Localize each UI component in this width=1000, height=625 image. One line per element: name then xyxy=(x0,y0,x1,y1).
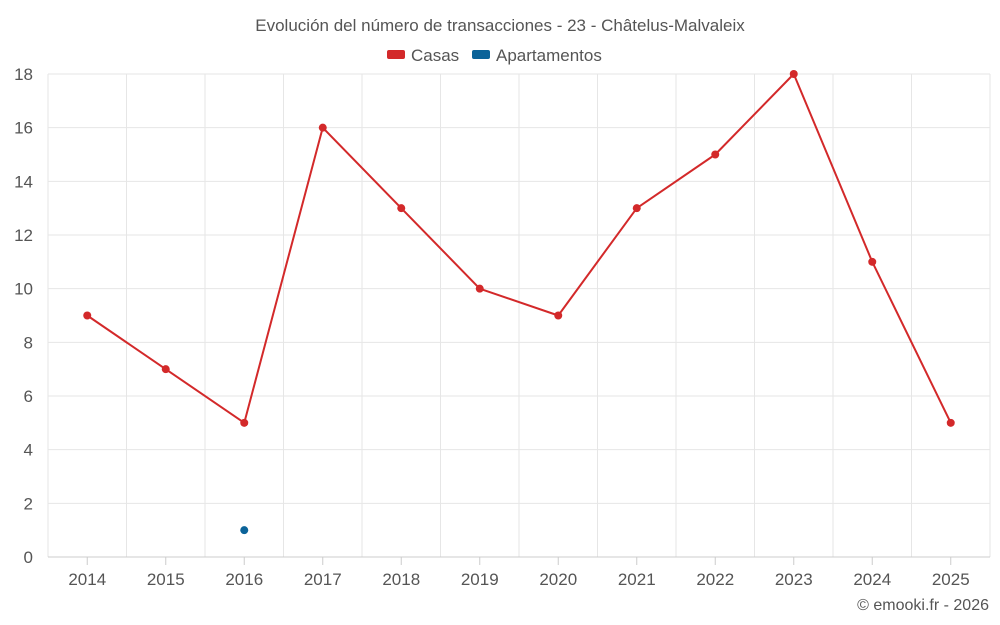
y-tick-label: 8 xyxy=(24,333,33,352)
data-point-casas-2023[interactable] xyxy=(789,70,798,78)
y-tick-label: 18 xyxy=(14,65,33,84)
credit: © emooki.fr - 2026 xyxy=(857,597,989,614)
y-tick-label: 6 xyxy=(24,387,33,406)
data-point-casas-2020[interactable] xyxy=(554,311,563,320)
x-tick-label: 2025 xyxy=(932,570,970,589)
data-point-casas-2017[interactable] xyxy=(318,123,327,132)
series-layer xyxy=(83,70,955,535)
x-tick-label: 2017 xyxy=(304,570,342,589)
x-axis: 2014 2015 2016 2017 2018 2019 2020 2021 2022 2023… xyxy=(68,557,970,589)
x-tick-label: 2020 xyxy=(539,570,577,589)
y-tick-label: 14 xyxy=(14,172,33,191)
x-tick-label: 2023 xyxy=(775,570,813,589)
x-tick-label: 2016 xyxy=(225,570,263,589)
series-apartamentos xyxy=(240,526,249,535)
data-point-casas-2016[interactable] xyxy=(240,418,249,427)
legend-item-casas[interactable]: Casas xyxy=(387,46,459,65)
data-point-casas-2015[interactable] xyxy=(161,365,170,374)
chart-title: Evolución del número de transacciones - … xyxy=(255,16,745,35)
grid xyxy=(47,73,991,557)
data-point-casas-2021[interactable] xyxy=(632,204,641,213)
x-tick-label: 2022 xyxy=(696,570,734,589)
series-casas xyxy=(83,70,955,427)
data-point-casas-2022[interactable] xyxy=(711,150,720,159)
data-point-casas-2019[interactable] xyxy=(475,284,484,293)
x-tick-label: 2014 xyxy=(68,570,106,589)
data-point-casas-2024[interactable] xyxy=(868,257,877,266)
data-point-casas-2025[interactable] xyxy=(946,418,955,427)
y-tick-label: 2 xyxy=(24,494,33,513)
legend-swatch-apartamentos xyxy=(472,50,490,59)
y-tick-label: 12 xyxy=(14,226,33,245)
legend-label-casas: Casas xyxy=(411,46,459,65)
data-point-casas-2018[interactable] xyxy=(397,204,406,213)
y-tick-label: 10 xyxy=(14,280,33,299)
y-tick-label: 0 xyxy=(24,548,33,567)
x-tick-label: 2015 xyxy=(147,570,185,589)
legend: Casas Apartamentos xyxy=(387,46,602,65)
data-point-apartamentos-2016[interactable] xyxy=(240,526,249,535)
x-tick-label: 2021 xyxy=(618,570,656,589)
legend-swatch-casas xyxy=(387,50,405,59)
y-tick-label: 16 xyxy=(14,119,33,138)
legend-item-apartamentos[interactable]: Apartamentos xyxy=(472,46,602,65)
x-tick-label: 2024 xyxy=(853,570,891,589)
x-tick-label: 2018 xyxy=(382,570,420,589)
y-axis: 0 2 4 6 8 10 12 14 16 18 xyxy=(14,65,33,567)
legend-label-apartamentos: Apartamentos xyxy=(496,46,602,65)
y-tick-label: 4 xyxy=(24,441,33,460)
data-point-casas-2014[interactable] xyxy=(83,311,92,320)
x-tick-label: 2019 xyxy=(461,570,499,589)
series-line-casas xyxy=(86,73,952,424)
